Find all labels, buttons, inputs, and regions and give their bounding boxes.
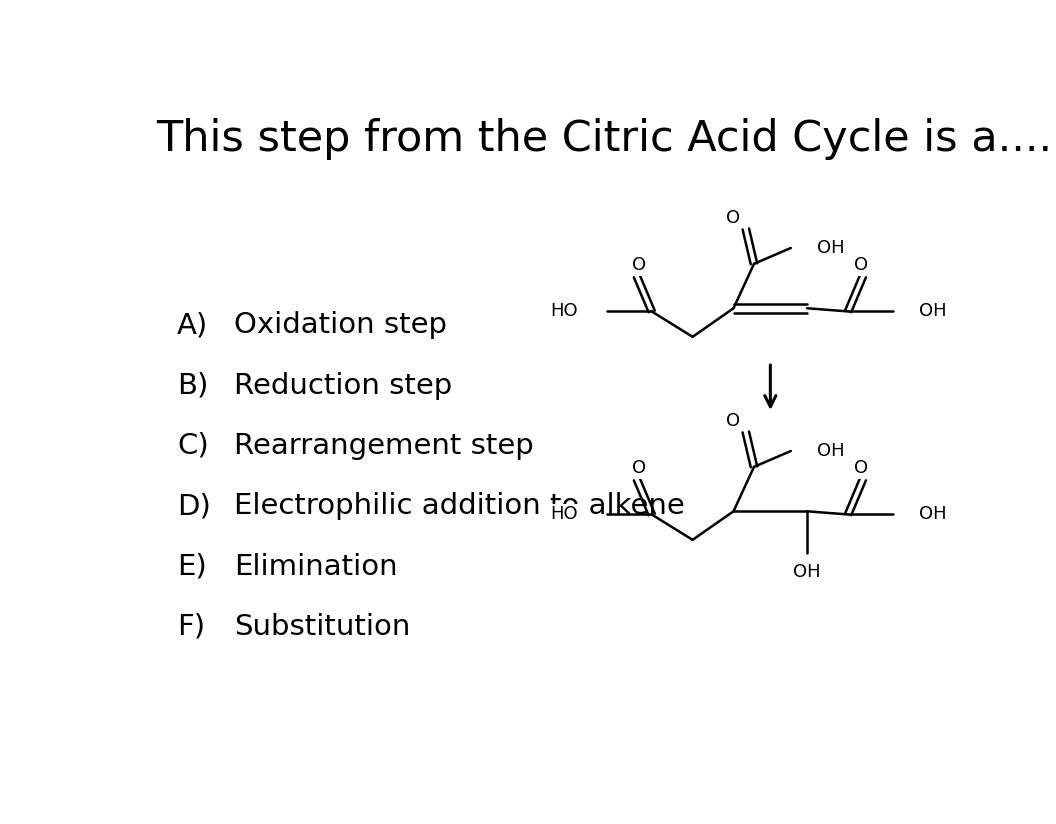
Text: C): C) — [177, 432, 209, 460]
Text: OH: OH — [817, 239, 845, 257]
Text: B): B) — [177, 372, 208, 400]
Text: O: O — [854, 256, 868, 274]
Text: This step from the Citric Acid Cycle is a....: This step from the Citric Acid Cycle is … — [156, 118, 1053, 160]
Text: O: O — [631, 459, 645, 477]
Text: Reduction step: Reduction step — [234, 372, 453, 400]
Text: Electrophilic addition to alkene: Electrophilic addition to alkene — [234, 492, 685, 520]
Text: Rearrangement step: Rearrangement step — [234, 432, 534, 460]
Text: Oxidation step: Oxidation step — [234, 311, 448, 339]
Text: OH: OH — [920, 302, 947, 321]
Text: Substitution: Substitution — [234, 613, 411, 641]
Text: HO: HO — [550, 505, 578, 523]
Text: D): D) — [177, 492, 211, 520]
Text: O: O — [631, 256, 645, 274]
Text: O: O — [854, 459, 868, 477]
Text: OH: OH — [920, 505, 947, 523]
Text: E): E) — [177, 553, 207, 581]
Text: A): A) — [177, 311, 208, 339]
Text: Elimination: Elimination — [234, 553, 398, 581]
Text: O: O — [727, 411, 740, 429]
Text: OH: OH — [793, 563, 821, 581]
Text: F): F) — [177, 613, 205, 641]
Text: OH: OH — [817, 442, 845, 460]
Text: O: O — [727, 208, 740, 227]
Text: HO: HO — [550, 302, 578, 321]
